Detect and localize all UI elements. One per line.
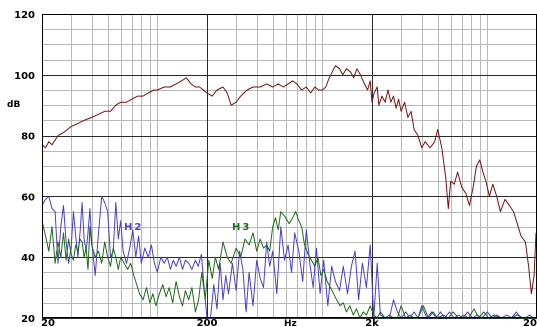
- series-label-h3: H3: [232, 222, 251, 233]
- series-label-h2: H2: [124, 222, 143, 233]
- y-tick-label: 100: [14, 71, 35, 82]
- x-tick-label: 200: [197, 318, 218, 327]
- x-tick-labels: 20 200 2k 20k: [41, 318, 537, 327]
- x-tick-label: 20k: [523, 318, 537, 327]
- y-tick-label: 80: [21, 132, 35, 143]
- y-axis-label: dB: [7, 100, 20, 110]
- series-line-h2: [41, 195, 536, 319]
- y-tick-label: 120: [14, 10, 35, 21]
- x-unit-label: Hz: [284, 319, 297, 327]
- x-tick-label: 20: [41, 318, 55, 327]
- x-tick-label: 2k: [365, 318, 379, 327]
- y-tick-label: 40: [21, 253, 35, 264]
- y-tick-labels: 120 100 80 60 40 20: [14, 10, 35, 325]
- series-line-response: [41, 65, 537, 295]
- y-tick-label: 60: [21, 192, 35, 203]
- y-tick-label: 20: [21, 314, 35, 325]
